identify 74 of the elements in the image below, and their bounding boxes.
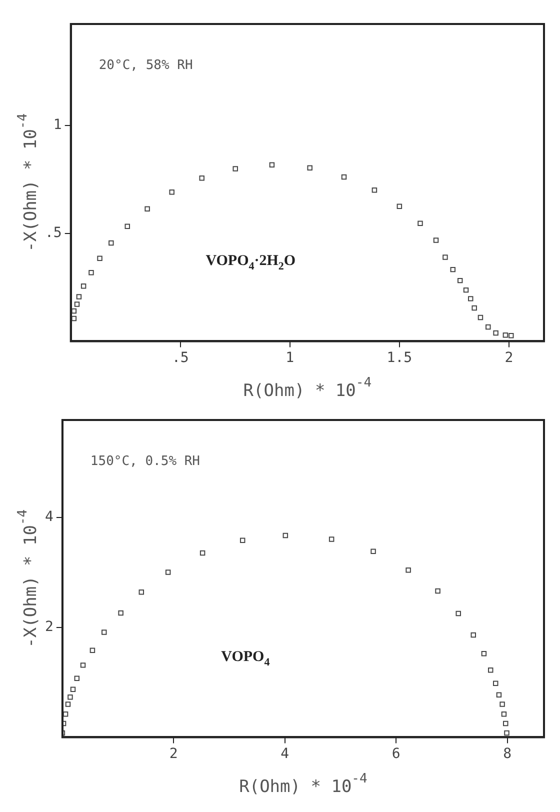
point	[108, 240, 114, 246]
point	[456, 610, 461, 616]
x-tick-label: 4	[280, 746, 290, 762]
point	[442, 254, 448, 260]
point	[341, 174, 347, 180]
point	[199, 175, 204, 181]
annotation: 20°C, 58% RH	[98, 58, 193, 73]
y-axis-title: -X(Ohm) * 10-4	[16, 113, 41, 252]
point	[97, 256, 102, 261]
point	[80, 662, 86, 668]
point	[472, 305, 477, 311]
point	[396, 204, 402, 209]
point	[501, 711, 507, 717]
x-tick-label: 6	[392, 746, 400, 762]
point	[71, 316, 77, 322]
point	[500, 702, 505, 707]
point	[496, 692, 502, 698]
point	[124, 224, 130, 230]
point	[450, 266, 456, 272]
point	[240, 538, 246, 544]
point	[433, 238, 439, 243]
x-tick-label: .5	[172, 350, 189, 366]
point	[508, 332, 514, 338]
point	[80, 284, 86, 289]
point	[493, 330, 498, 336]
point	[90, 648, 96, 653]
y-tick-label: 4	[44, 508, 54, 525]
y-tick-label: 2	[44, 618, 54, 635]
point	[463, 287, 469, 293]
point	[70, 686, 76, 692]
point	[144, 206, 150, 212]
y-tick-label: .5	[45, 224, 62, 241]
point	[503, 720, 508, 726]
point	[102, 630, 107, 635]
point	[502, 332, 508, 338]
point	[435, 588, 440, 594]
point	[232, 166, 238, 172]
point	[74, 302, 80, 307]
point	[282, 532, 288, 538]
point	[76, 294, 82, 300]
x-tick-label: 1	[286, 350, 294, 366]
annotation: 150°C, 0.5% RH	[90, 454, 200, 469]
point	[68, 694, 73, 700]
x-tick-label: 1.5	[386, 350, 412, 366]
point	[504, 730, 510, 736]
point	[74, 676, 80, 681]
point	[370, 548, 376, 554]
point	[478, 314, 484, 320]
point	[468, 296, 474, 302]
point	[493, 680, 498, 686]
x-tick-label: 2	[169, 746, 178, 762]
point	[481, 651, 487, 656]
point	[470, 632, 476, 638]
x-tick-label: 8	[503, 746, 512, 762]
point	[88, 270, 94, 276]
point	[165, 570, 171, 575]
point	[372, 188, 378, 193]
point	[328, 536, 334, 542]
point	[169, 189, 174, 195]
point	[138, 589, 144, 595]
y-axis-title: -X(Ohm) * 10-4	[16, 509, 41, 648]
y-tick-label: 1	[53, 117, 62, 134]
point	[486, 324, 491, 330]
point	[200, 550, 206, 556]
point	[118, 610, 124, 616]
point	[406, 567, 411, 573]
point	[457, 278, 463, 284]
point	[269, 162, 275, 168]
point	[418, 220, 423, 226]
point	[71, 308, 77, 314]
point	[307, 165, 312, 171]
point	[65, 702, 71, 707]
point	[488, 668, 494, 673]
x-tick-label: 2	[504, 350, 514, 366]
